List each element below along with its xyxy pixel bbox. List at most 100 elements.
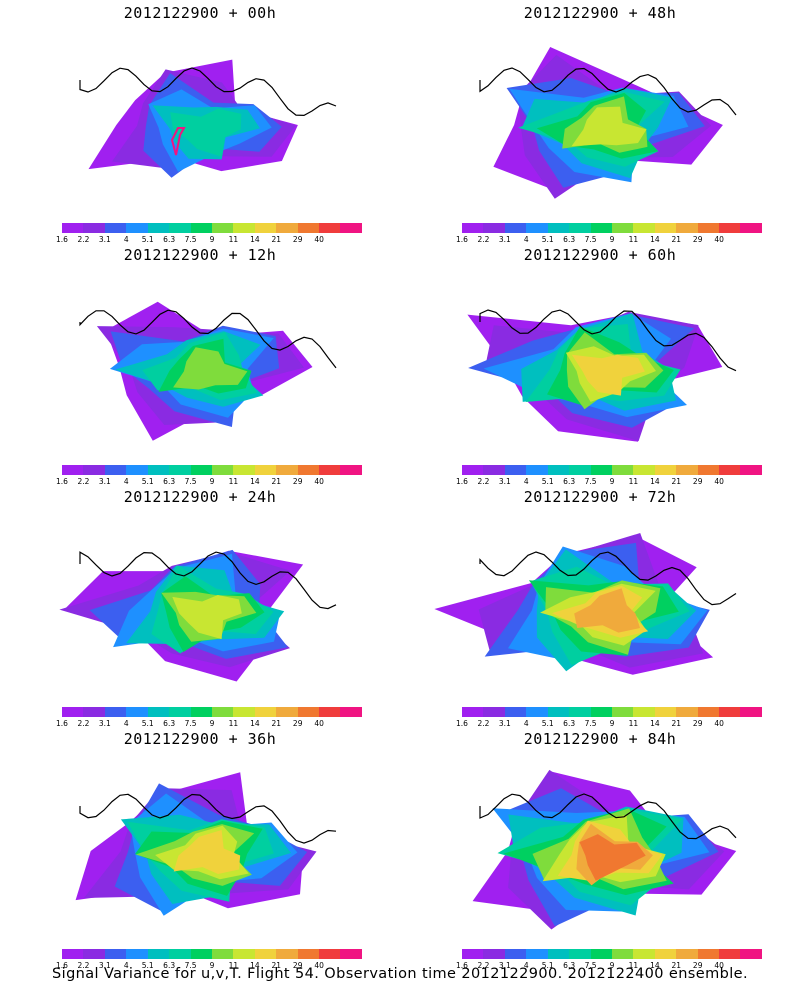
colorbar-tick-label: 5.1 — [141, 961, 154, 970]
colorbar-tick-label: 7.5 — [184, 961, 197, 970]
colorbar-tick-label: 21 — [671, 961, 682, 970]
map-panel: 2012122900 + 12h 1.6 2.2 3.1 4 5.1 6.3 7.5 9 11 14… — [0, 242, 400, 492]
colorbar-tick-label: 4 — [123, 477, 129, 486]
variance-contour-fill — [170, 108, 242, 157]
flight-track — [170, 127, 186, 156]
colorbar-tick-label: 9 — [609, 477, 615, 486]
colorbar-swatch — [611, 707, 634, 717]
colorbar-tick-label: 4 — [523, 235, 529, 244]
colorbar-tick-label: 14 — [650, 961, 660, 970]
colorbar-tick-label: 40 — [714, 477, 724, 486]
colorbar-tick-label: 11 — [228, 719, 239, 728]
colorbar-swatch — [297, 707, 320, 717]
colorbar-tick-label: 7.5 — [584, 961, 597, 970]
variance-contour-fill — [571, 354, 645, 396]
variance-contour-fill — [173, 830, 241, 874]
colorbar-labels: 1.6 2.2 3.1 4 5.1 6.3 7.5 9 11 14 21 29 40 — [456, 719, 762, 731]
colorbar-tick-label: 11 — [228, 235, 239, 244]
panel-title: 2012122900 + 84h — [523, 730, 677, 748]
colorbar-swatch — [147, 465, 170, 475]
polar-projection-map — [79, 301, 337, 441]
colorbar-swatch — [569, 707, 591, 717]
coastline — [479, 67, 737, 116]
colorbar-swatch — [83, 707, 105, 717]
colorbar-tick-label: 29 — [692, 477, 703, 486]
colorbar-tick-label: 21 — [671, 719, 682, 728]
colorbar-swatch — [676, 223, 698, 233]
colorbar-tick-label: 7.5 — [584, 477, 597, 486]
colorbar-swatch — [590, 223, 612, 233]
colorbar-labels: 1.6 2.2 3.1 4 5.1 6.3 7.5 9 11 14 21 29 40 — [456, 235, 762, 247]
colorbar-swatch — [654, 465, 677, 475]
colorbar-swatch — [104, 223, 127, 233]
colorbar-swatch — [547, 223, 570, 233]
colorbar-tick-label: 2.2 — [77, 235, 90, 244]
colorbar-tick-label: 2.2 — [477, 719, 490, 728]
colorbar-tick-label: 14 — [250, 719, 260, 728]
panel-title: 2012122900 + 12h — [123, 246, 277, 264]
colorbar-labels: 1.6 2.2 3.1 4 5.1 6.3 7.5 9 11 14 21 29 40 — [456, 477, 762, 489]
colorbar-swatch — [676, 465, 698, 475]
colorbar-tick-label: 1.6 — [56, 235, 68, 244]
colorbar-tick-label: 40 — [714, 961, 724, 970]
colorbar-tick-label: 5.1 — [141, 477, 154, 486]
colorbar-tick-label: 29 — [692, 719, 703, 728]
colorbar-tick-label: 6.3 — [563, 719, 576, 728]
colorbar-swatch — [254, 949, 277, 959]
colorbar-swatch — [590, 465, 612, 475]
colorbar-tick-label: 9 — [609, 961, 615, 970]
colorbar-swatch — [297, 949, 320, 959]
colorbar-tick-label: 1.6 — [456, 719, 468, 728]
colorbar-swatch — [633, 223, 655, 233]
colorbar-swatch — [254, 223, 277, 233]
colorbar-swatch — [104, 707, 127, 717]
colorbar-tick-label: 2.2 — [477, 477, 490, 486]
colorbar-labels: 1.6 2.2 3.1 4 5.1 6.3 7.5 9 11 14 21 29 40 — [56, 235, 362, 247]
colorbar-tick-label: 2.2 — [477, 961, 490, 970]
colorbar-tick-label: 6.3 — [563, 961, 576, 970]
colorbar-swatch — [462, 465, 484, 475]
colorbar-swatch — [697, 707, 720, 717]
colorbar-swatch — [126, 949, 148, 959]
colorbar-swatch — [633, 949, 655, 959]
colorbar-tick-label: 1.6 — [56, 961, 68, 970]
colorbar-tick-label: 3.1 — [98, 235, 111, 244]
colorbar-tick-label: 3.1 — [98, 477, 111, 486]
colorbar-tick-label: 6.3 — [163, 477, 176, 486]
colorbar-tick-label: 4 — [523, 719, 529, 728]
colorbar-tick-label: 29 — [292, 719, 303, 728]
colorbar-swatch — [611, 223, 634, 233]
colorbar-swatch — [547, 465, 570, 475]
colorbar-tick-label: 14 — [650, 477, 660, 486]
colorbar-swatch — [526, 707, 548, 717]
variance-contour-fill — [172, 595, 242, 640]
colorbar-tick-label: 3.1 — [498, 235, 511, 244]
colorbar-swatch — [190, 223, 212, 233]
coastline — [79, 309, 337, 369]
colorbar-swatch — [590, 707, 612, 717]
colorbar-swatch — [340, 949, 362, 959]
colorbar-swatch — [611, 465, 634, 475]
colorbar-tick-label: 14 — [650, 235, 660, 244]
coastline — [479, 793, 737, 840]
colorbar-swatch — [676, 949, 698, 959]
colorbar-swatch — [319, 707, 341, 717]
colorbar-tick-label: 11 — [628, 719, 639, 728]
colorbar-tick-label: 6.3 — [163, 235, 176, 244]
colorbar-tick-label: 29 — [292, 477, 303, 486]
colorbar-tick-label: 9 — [609, 235, 615, 244]
map-panel: 2012122900 + 60h 1.6 2.2 3.1 4 5.1 6.3 7.5 9 11 14… — [400, 242, 800, 492]
colorbar-swatch — [169, 707, 191, 717]
colorbar-swatch — [169, 223, 191, 233]
colorbar-swatch — [697, 949, 720, 959]
colorbar-swatch — [611, 949, 634, 959]
colorbar-swatch — [569, 949, 591, 959]
colorbar-tick-label: 14 — [250, 961, 260, 970]
colorbar-swatch — [340, 223, 362, 233]
colorbar-tick-label: 4 — [523, 477, 529, 486]
colorbar-tick-label: 40 — [314, 719, 324, 728]
coastline — [79, 793, 337, 844]
polar-projection-map — [434, 533, 737, 675]
colorbar-swatch — [169, 949, 191, 959]
colorbar-swatch — [569, 465, 591, 475]
